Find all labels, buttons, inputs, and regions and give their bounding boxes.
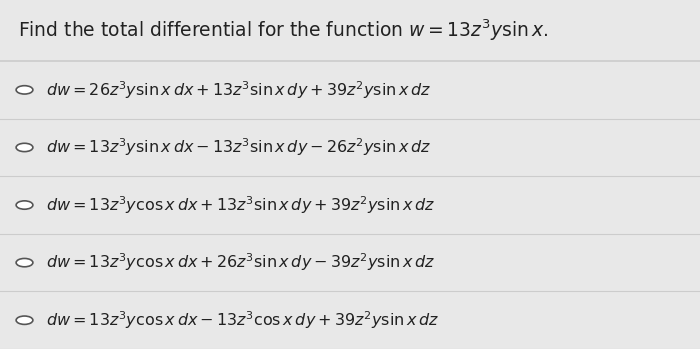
Circle shape: [16, 316, 33, 325]
Text: $dw = 26z^3 y\sin x\, dx + 13z^3 \sin x\, dy + 39z^2 y\sin x\, dz$: $dw = 26z^3 y\sin x\, dx + 13z^3 \sin x\…: [46, 79, 431, 101]
Circle shape: [16, 201, 33, 209]
Text: $dw = 13z^3 y\sin x\, dx - 13z^3 \sin x\, dy - 26z^2 y\sin x\, dz$: $dw = 13z^3 y\sin x\, dx - 13z^3 \sin x\…: [46, 136, 431, 158]
FancyBboxPatch shape: [0, 234, 700, 291]
FancyBboxPatch shape: [0, 176, 700, 234]
Text: $dw = 13z^3 y\cos x\, dx + 26z^3 \sin x\, dy - 39z^2 y\sin x\, dz$: $dw = 13z^3 y\cos x\, dx + 26z^3 \sin x\…: [46, 252, 435, 274]
Text: $dw = 13z^3 y\cos x\, dx - 13z^3 \cos x\, dy + 39z^2 y\sin x\, dz$: $dw = 13z^3 y\cos x\, dx - 13z^3 \cos x\…: [46, 309, 439, 331]
Text: Find the total differential for the function $w = 13z^3 y\sin x$.: Find the total differential for the func…: [18, 18, 548, 43]
Circle shape: [16, 143, 33, 152]
FancyBboxPatch shape: [0, 119, 700, 176]
Circle shape: [16, 86, 33, 94]
FancyBboxPatch shape: [0, 61, 700, 119]
FancyBboxPatch shape: [0, 0, 700, 61]
Circle shape: [16, 258, 33, 267]
Text: $dw = 13z^3 y\cos x\, dx + 13z^3 \sin x\, dy + 39z^2 y\sin x\, dz$: $dw = 13z^3 y\cos x\, dx + 13z^3 \sin x\…: [46, 194, 435, 216]
FancyBboxPatch shape: [0, 291, 700, 349]
